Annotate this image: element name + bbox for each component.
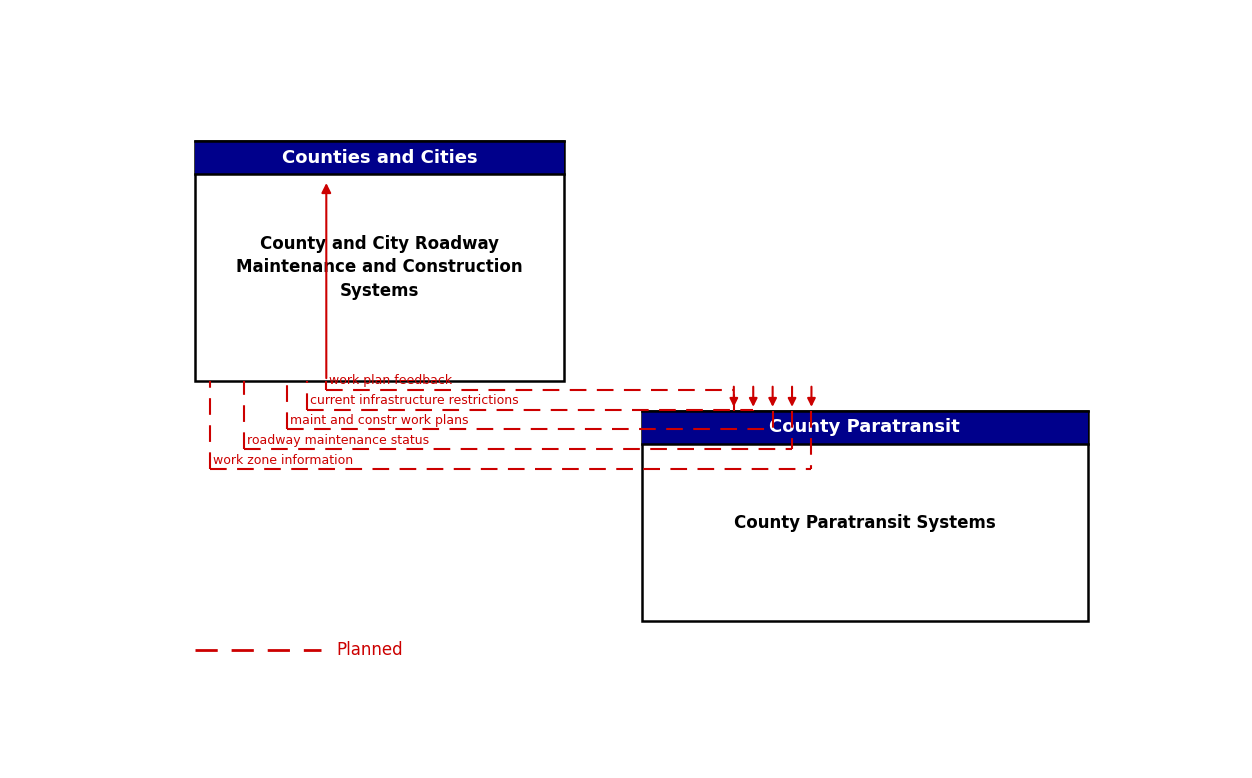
Text: maint and constr work plans: maint and constr work plans <box>290 414 470 427</box>
Text: roadway maintenance status: roadway maintenance status <box>247 434 429 447</box>
Text: current infrastructure restrictions: current infrastructure restrictions <box>309 394 518 407</box>
Bar <box>641 411 1088 621</box>
Text: work plan feedback: work plan feedback <box>329 374 452 387</box>
Bar <box>641 411 1088 443</box>
Text: County Paratransit: County Paratransit <box>770 419 960 436</box>
Text: Planned: Planned <box>336 642 403 660</box>
Bar <box>195 142 563 381</box>
Text: work zone information: work zone information <box>213 454 353 467</box>
Bar <box>195 142 563 174</box>
Text: Counties and Cities: Counties and Cities <box>282 149 477 166</box>
Text: County Paratransit Systems: County Paratransit Systems <box>734 514 995 532</box>
Text: County and City Roadway
Maintenance and Construction
Systems: County and City Roadway Maintenance and … <box>237 235 523 300</box>
